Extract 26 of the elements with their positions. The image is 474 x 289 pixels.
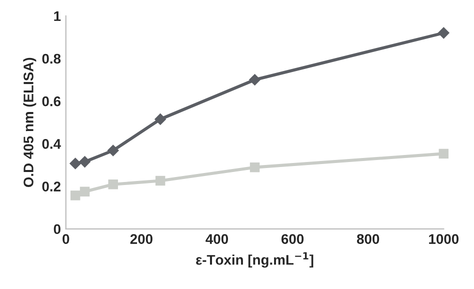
point: [248, 74, 261, 86]
x-tick-label: 0: [62, 234, 70, 244]
x-tick-label: 1000: [429, 234, 459, 244]
x-tick-label: 200: [130, 234, 152, 244]
point: [438, 27, 450, 39]
y-tick-label: 0.8: [42, 54, 61, 64]
x-tick-label: 400: [206, 234, 228, 244]
y-tick-label: 0: [54, 224, 60, 234]
x-axis-title: ε-Toxin [ng.mL$^{−1}$]: [196, 252, 314, 268]
x-tick-label: 600: [281, 234, 304, 244]
point: [438, 148, 449, 159]
point: [107, 144, 119, 156]
point: [69, 158, 82, 170]
point: [108, 180, 118, 190]
point: [78, 156, 91, 168]
y-tick-label: 0.6: [42, 96, 61, 106]
y-tick-label: 0.2: [42, 182, 60, 192]
point: [154, 113, 166, 126]
point: [80, 186, 90, 196]
point: [250, 162, 260, 172]
point: [155, 176, 166, 186]
y-tick-label: 1: [54, 11, 61, 21]
point: [70, 190, 80, 200]
x-tick-label: 800: [356, 234, 380, 244]
y-axis-title: O.D 405 nm (ELISA): [23, 58, 36, 188]
y-tick-label: 0.4: [42, 139, 61, 149]
